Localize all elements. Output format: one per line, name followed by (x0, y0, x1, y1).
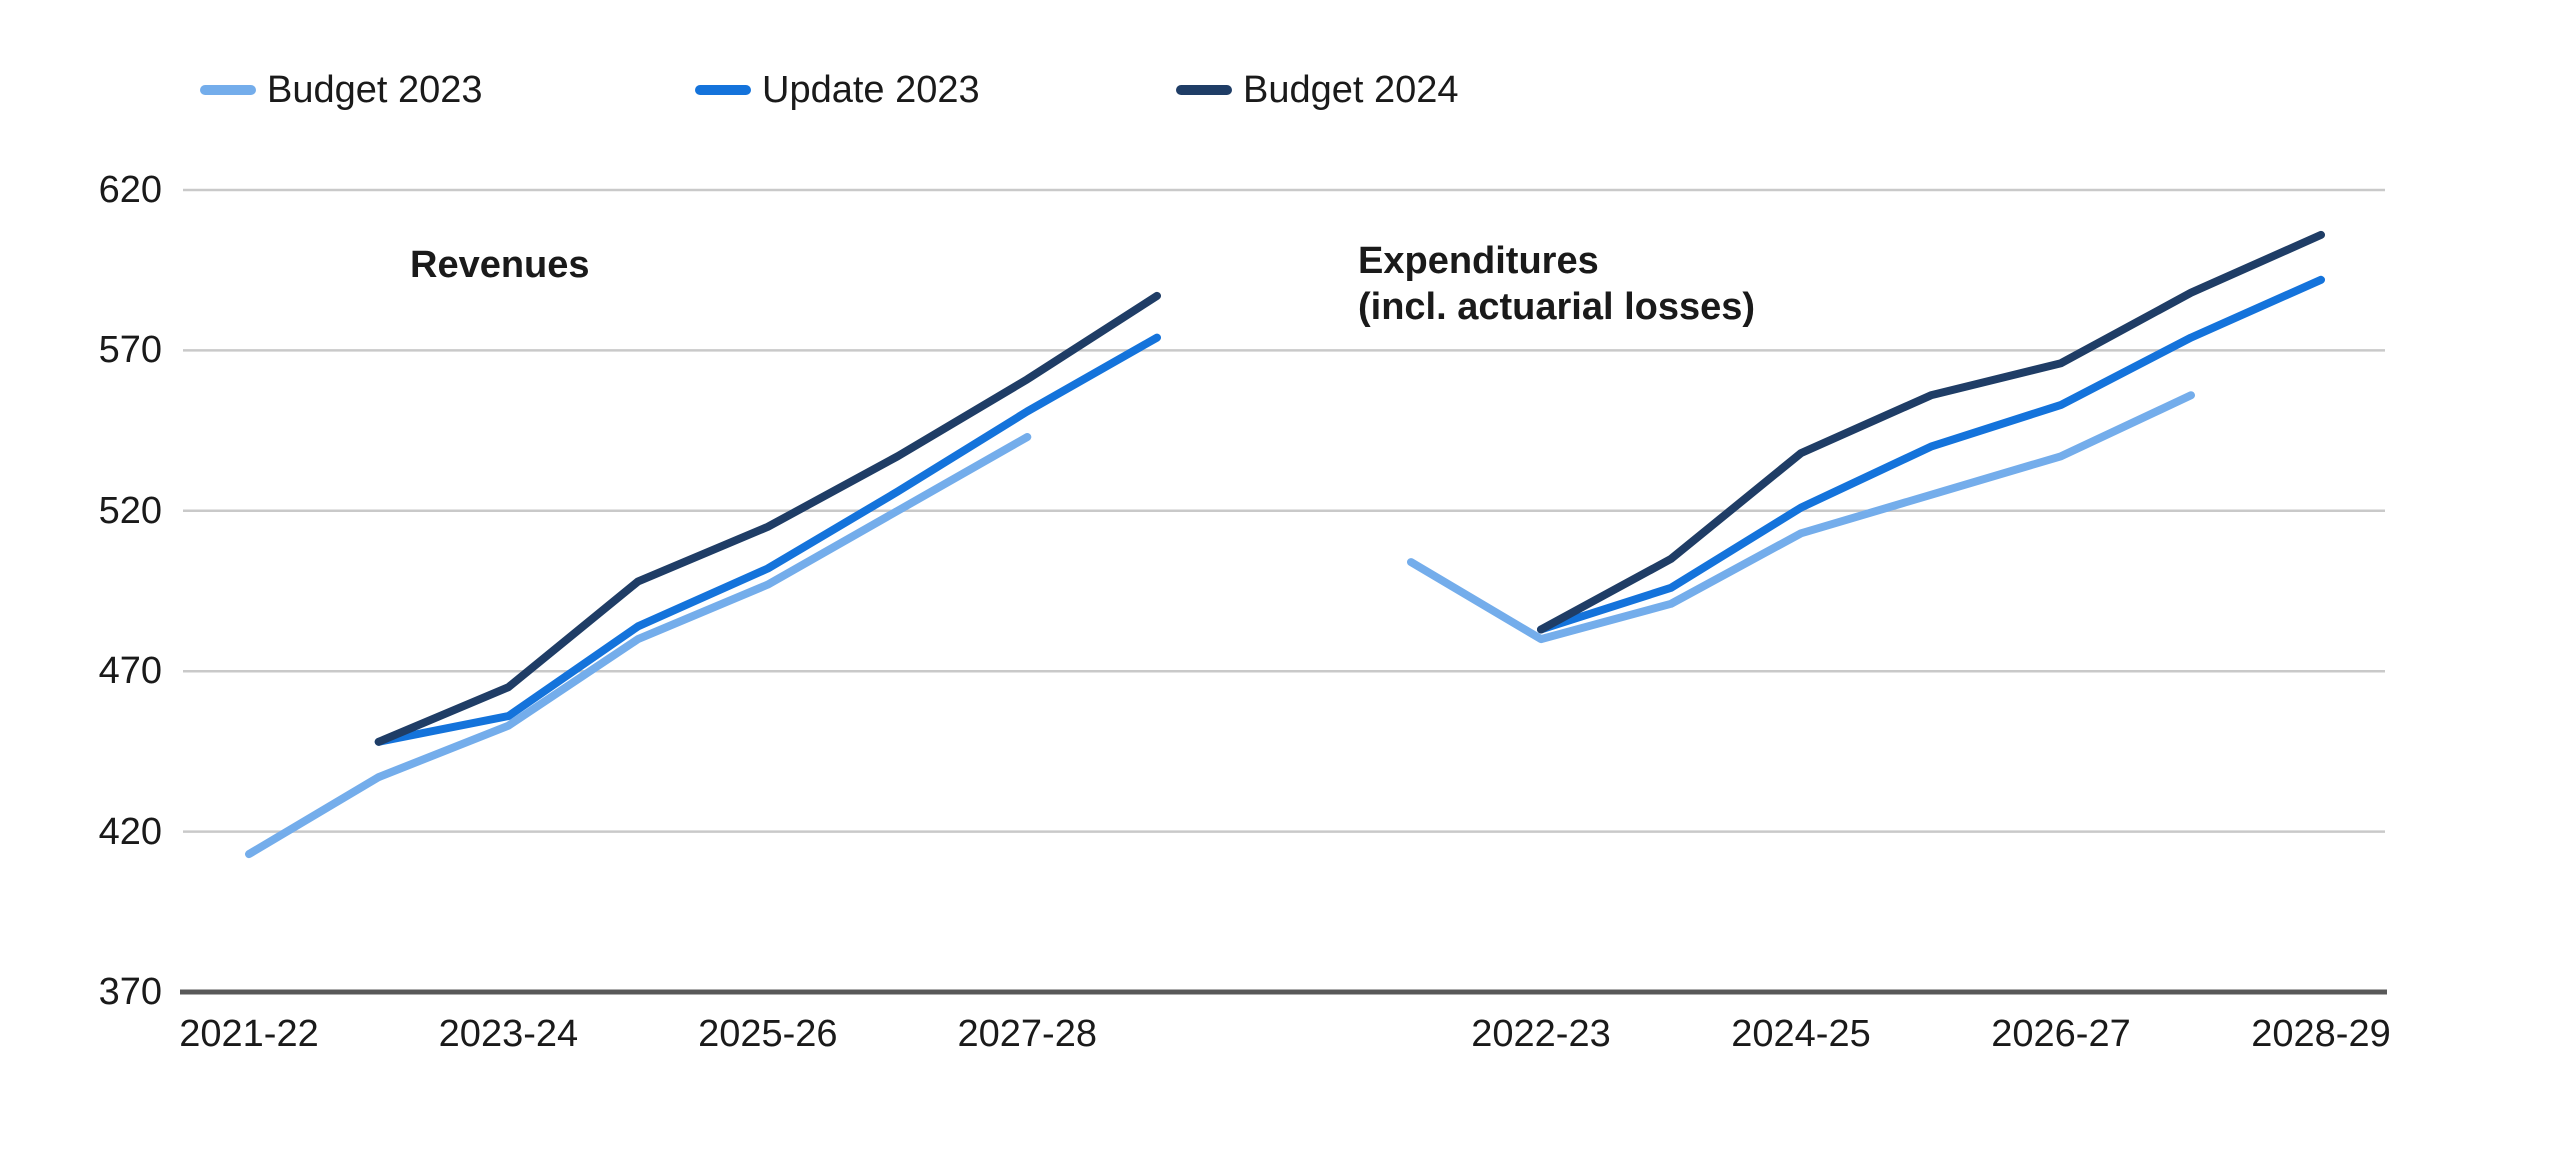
x-tick-label-2027-28: 2027-28 (957, 1013, 1097, 1055)
x-tick-label-2022-23: 2022-23 (1471, 1013, 1611, 1055)
x-tick-label-2028-29: 2028-29 (2251, 1013, 2391, 1055)
series-line-expenditures-budget-2023 (1407, 391, 2195, 644)
y-tick-label-520: 520 (98, 489, 162, 532)
series-line-expenditures-update-2023 (1537, 275, 2325, 634)
series-line-revenues-budget-2024 (374, 291, 1161, 746)
series-line-revenues-budget-2023 (245, 433, 1032, 859)
y-tick-label-470: 470 (98, 650, 162, 693)
series-line-revenues-update-2023 (374, 333, 1161, 746)
legend-line-swatch (1176, 85, 1232, 95)
panel-title-line: Revenues (410, 244, 590, 286)
legend-label: Budget 2023 (267, 69, 483, 111)
series-line-expenditures-budget-2024 (1537, 230, 2325, 634)
panel-title-line: (incl. actuarial losses) (1358, 286, 1756, 328)
x-tick-label-2026-27: 2026-27 (1991, 1013, 2131, 1055)
x-tick-label-2025-26: 2025-26 (698, 1013, 838, 1055)
legend-label: Update 2023 (762, 69, 980, 111)
panel-title-line: Expenditures (1358, 240, 1599, 282)
x-tick-label-2023-24: 2023-24 (438, 1013, 579, 1055)
legend-label: Budget 2024 (1243, 69, 1459, 111)
legend-item-budget-2023: Budget 2023 (200, 68, 483, 112)
y-tick-label-620: 620 (98, 169, 162, 211)
legend-item-update-2023: Update 2023 (695, 68, 980, 112)
x-tick-label-2024-25: 2024-25 (1731, 1013, 1871, 1055)
x-tick-label-2021-22: 2021-22 (179, 1013, 319, 1055)
y-tick-label-370: 370 (98, 971, 162, 1013)
panel-title-expenditures: Expenditures (incl. actuarial losses) (1358, 238, 1755, 330)
legend-line-swatch (200, 85, 256, 95)
legend-line-swatch (695, 85, 751, 95)
panel-title-revenues: Revenues (410, 242, 590, 288)
y-tick-label-570: 570 (98, 329, 162, 372)
y-tick-label-420: 420 (98, 810, 162, 853)
legend-item-budget-2024: Budget 2024 (1176, 68, 1459, 112)
